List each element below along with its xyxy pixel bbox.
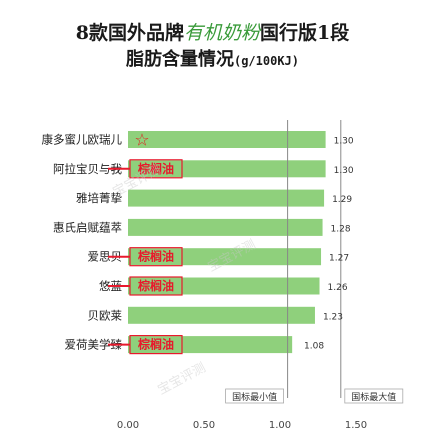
x-tick-label-3: 1.50	[345, 420, 367, 431]
category-label-0: 康多蜜儿欧瑞儿	[42, 133, 123, 147]
palm-oil-label-4: 棕榈油	[137, 249, 174, 264]
category-label-3: 惠氏启赋蕴萃	[53, 220, 122, 234]
palm-oil-box-7	[129, 335, 183, 355]
chart-title-line2: 脂肪含量情况(g/100KJ)	[0, 45, 425, 71]
x-tick-label-1: 0.50	[193, 420, 215, 431]
title-unit: (g/100KJ)	[233, 54, 300, 68]
value-label-7: 1.08	[304, 342, 324, 352]
bar-4	[128, 248, 322, 266]
category-label-2: 雅培菁挚	[76, 191, 122, 205]
value-label-6: 1.23	[323, 312, 343, 322]
ref-min-label-box	[225, 388, 285, 404]
value-label-3: 1.28	[331, 224, 351, 234]
value-label-0: 1.30	[334, 137, 354, 147]
title-part1: 8款国外品牌	[75, 22, 184, 44]
bar-3	[128, 218, 323, 236]
value-label-5: 1.26	[328, 283, 348, 293]
ref-min-label: 国标最小值	[232, 391, 277, 403]
x-tick-label-0: 0.00	[117, 420, 139, 431]
value-label-4: 1.27	[329, 254, 349, 264]
title-part2: 有机奶粉	[183, 22, 260, 44]
category-label-1: 阿拉宝贝与我	[53, 162, 122, 176]
star-icon: ☆	[134, 131, 149, 151]
value-label-2: 1.29	[332, 195, 352, 205]
bar-0	[128, 131, 326, 148]
palm-oil-label-7: 棕榈油	[137, 337, 174, 352]
title-part3: 国行版1段	[260, 22, 350, 44]
category-label-7: 爱荷美学臻	[65, 338, 123, 352]
value-label-1: 1.30	[334, 166, 354, 176]
category-label-6: 贝欧莱	[88, 308, 123, 322]
palm-oil-label-1: 棕榈油	[137, 161, 174, 176]
x-tick-label-2: 1.00	[269, 420, 291, 431]
ref-max-label: 国标最大值	[351, 391, 396, 403]
palm-oil-box-5	[129, 276, 183, 296]
bar-7	[128, 336, 293, 354]
title-line2-text: 脂肪含量情况	[125, 49, 234, 70]
palm-oil-box-1	[129, 159, 183, 179]
bar-1	[128, 160, 326, 178]
palm-oil-box-4	[129, 247, 183, 267]
category-label-4: 爱思贝	[88, 250, 123, 264]
chart-title-line1: 8款国外品牌有机奶粉国行版1段	[0, 18, 425, 45]
ref-max-label-box	[344, 388, 404, 404]
palm-oil-label-5: 棕榈油	[137, 278, 174, 293]
bar-6	[128, 306, 315, 324]
bar-2	[128, 189, 325, 207]
bar-5	[128, 277, 320, 295]
